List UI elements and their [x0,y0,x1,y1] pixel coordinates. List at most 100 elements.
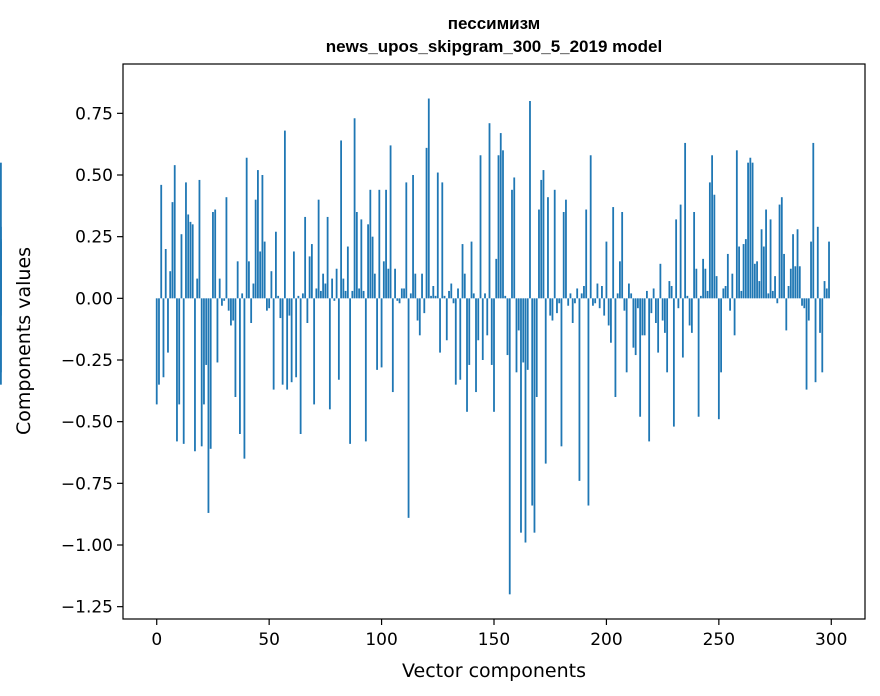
bar [717,298,720,420]
bar [769,219,772,299]
bar [693,212,696,299]
bar [308,256,311,299]
bar [283,130,286,299]
bar [297,295,300,299]
bar [245,157,248,299]
bar [176,298,178,442]
bar [394,268,396,299]
chart-title: пессимизм [448,14,541,33]
bar [668,281,671,299]
bar [538,209,540,299]
bar [511,189,513,299]
bar [290,298,293,383]
bar [369,189,372,299]
bar [639,298,642,417]
bar [753,263,756,299]
bar [619,261,621,299]
bar [328,298,331,410]
bar [720,298,722,373]
bar [164,249,167,299]
bar [418,298,421,336]
bar [729,298,731,311]
bar [454,298,457,385]
bar [542,170,545,299]
bar [650,298,653,314]
bar [385,189,387,299]
plot-frame [122,63,866,620]
bar [585,209,588,299]
bar [459,298,462,380]
bar [344,290,347,299]
bar [191,224,194,299]
bar [520,298,522,533]
y-tick-label: −1.00 [61,536,113,556]
bar [407,298,410,518]
bar [371,236,374,299]
bar [699,295,702,299]
bar [452,298,455,304]
bar [598,298,601,309]
bar [569,293,572,299]
bar [562,212,565,299]
bar [173,165,176,299]
bar [315,288,318,299]
bar [295,298,298,378]
bar [540,179,543,299]
bar [337,298,340,380]
x-axis-ticks: 0 50 100 150 200 250 300 [151,619,847,650]
bar [389,145,392,299]
bar [430,295,432,299]
bar [272,298,275,390]
bar [484,293,486,299]
bar [684,142,687,299]
bar [362,290,365,299]
x-tick-label: 300 [815,630,847,650]
bar [646,290,648,299]
bar [335,268,338,299]
bar [0,298,2,385]
y-tick-label: −1.25 [61,598,113,618]
bar [704,268,707,299]
bar [623,298,626,311]
bar [403,288,405,299]
bar [749,157,752,299]
y-tick-label: −0.25 [61,351,113,371]
bar [634,298,637,356]
x-tick-label: 0 [151,630,162,650]
bar [767,293,770,299]
bar [816,226,819,299]
bar [281,298,284,385]
bar [259,251,262,299]
bar [785,298,788,331]
bar [515,298,518,373]
bar [576,288,579,299]
bar [182,298,185,444]
bar [340,140,342,299]
bar [313,298,316,405]
bar [317,199,320,299]
bar [268,298,271,309]
bar [522,298,525,363]
bar [798,266,801,299]
bar [661,298,664,321]
bar [547,197,549,299]
bar [751,162,754,299]
bar [803,298,806,309]
bar [574,298,576,304]
bar [796,229,799,299]
bar [261,175,264,299]
bar [740,290,743,299]
bar [360,219,363,299]
bar [162,298,165,378]
bar [735,150,738,299]
bar [681,298,684,358]
bar [250,298,253,323]
bar [695,268,698,299]
bar [423,298,426,314]
bar [425,147,428,299]
bar [398,298,401,304]
bar [171,202,174,299]
bar [169,271,172,299]
bar [355,212,358,299]
bar [508,298,511,595]
